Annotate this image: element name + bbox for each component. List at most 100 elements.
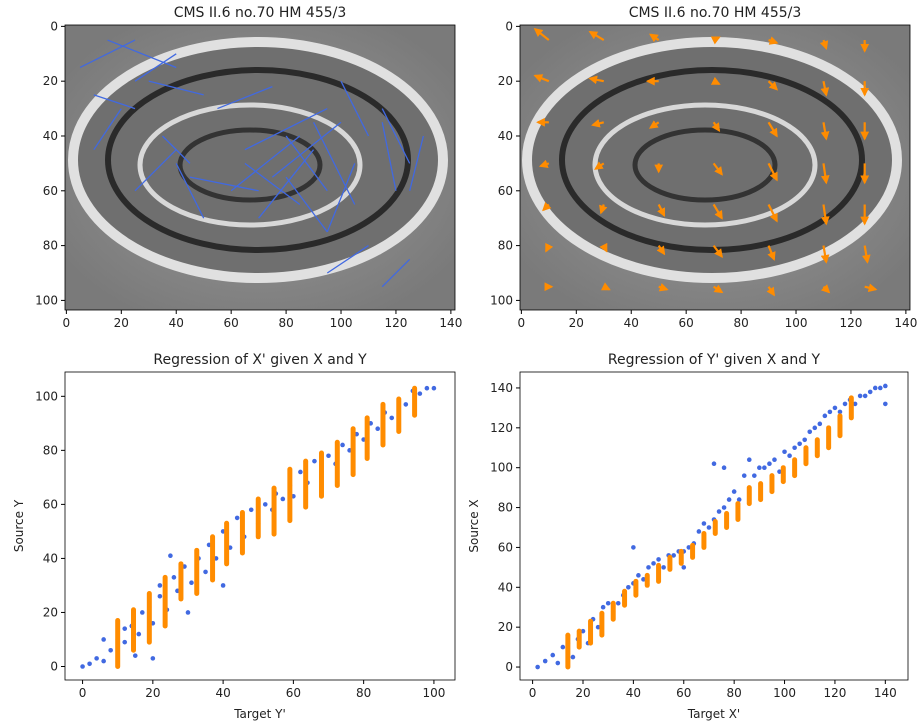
point bbox=[312, 458, 317, 464]
point bbox=[802, 437, 808, 443]
point bbox=[108, 647, 113, 653]
x-tick-label: 140 bbox=[874, 686, 897, 700]
point bbox=[424, 385, 430, 391]
x-tick-label: 0 bbox=[79, 686, 87, 700]
x-tick-label: 60 bbox=[676, 686, 691, 700]
y-tick-label: 80 bbox=[43, 443, 58, 457]
y-axis-label: Source X bbox=[467, 499, 481, 552]
point bbox=[220, 583, 226, 588]
y-tick-label: 0 bbox=[50, 19, 58, 33]
vector-arrow bbox=[710, 36, 721, 45]
y-tick-label: 40 bbox=[43, 129, 58, 143]
vector-line bbox=[285, 135, 328, 192]
vector-arrow bbox=[588, 75, 604, 85]
point bbox=[560, 644, 566, 650]
vector-arrow bbox=[712, 162, 723, 176]
point bbox=[431, 385, 437, 391]
vector-arrow bbox=[768, 36, 779, 45]
axes-frame bbox=[64, 371, 456, 681]
image-background bbox=[65, 25, 910, 310]
point bbox=[94, 656, 99, 661]
point bbox=[696, 529, 702, 534]
axes-frame bbox=[519, 24, 911, 311]
point bbox=[189, 580, 194, 586]
point bbox=[651, 561, 656, 566]
x-tick-label: 140 bbox=[894, 316, 917, 330]
y-tick-label: 40 bbox=[43, 551, 58, 565]
point bbox=[686, 545, 692, 550]
point bbox=[822, 413, 828, 419]
vector-arrow bbox=[820, 245, 830, 264]
x-tick-label: 100 bbox=[773, 686, 796, 700]
x-tick-label: 80 bbox=[356, 686, 371, 700]
point bbox=[631, 545, 636, 550]
x-tick-label: 20 bbox=[569, 316, 584, 330]
x-axis-label: Target X' bbox=[687, 707, 740, 721]
vector-line bbox=[217, 86, 273, 110]
y-tick-label: 80 bbox=[498, 239, 513, 253]
y-tick-label: 120 bbox=[490, 421, 513, 435]
point bbox=[139, 610, 145, 615]
y-tick-label: 60 bbox=[498, 184, 513, 198]
x-tick-label: 120 bbox=[839, 316, 862, 330]
x-tick-label: 0 bbox=[63, 316, 71, 330]
point bbox=[807, 429, 813, 435]
vector-arrow bbox=[767, 204, 778, 223]
point bbox=[701, 521, 707, 526]
vector-line bbox=[189, 176, 259, 192]
point bbox=[101, 658, 106, 664]
point bbox=[646, 565, 651, 570]
vector-arrow bbox=[864, 283, 878, 293]
point bbox=[535, 664, 540, 670]
vector-line bbox=[244, 162, 301, 206]
vector-arrow bbox=[648, 120, 660, 129]
vector-arrow bbox=[767, 121, 778, 138]
vector-arrow bbox=[820, 163, 830, 185]
vector-line bbox=[381, 258, 411, 288]
point bbox=[580, 628, 586, 634]
point bbox=[403, 402, 409, 407]
x-tick-label: 20 bbox=[145, 686, 160, 700]
point bbox=[817, 421, 823, 427]
vector-line bbox=[230, 135, 301, 192]
vector-arrow bbox=[767, 80, 779, 91]
x-axis-label: Target Y' bbox=[233, 707, 286, 721]
x-tick-label: 0 bbox=[529, 686, 537, 700]
point bbox=[605, 600, 611, 606]
point bbox=[248, 507, 254, 513]
vector-line bbox=[162, 135, 191, 164]
vector-line bbox=[175, 163, 205, 219]
point bbox=[706, 525, 712, 530]
y-tick-label: 20 bbox=[498, 620, 513, 634]
point bbox=[792, 445, 797, 451]
point bbox=[681, 565, 687, 570]
point bbox=[857, 393, 863, 399]
point bbox=[656, 557, 661, 562]
point bbox=[883, 383, 888, 389]
point bbox=[797, 441, 802, 447]
vector-line bbox=[93, 108, 122, 151]
vector-arrow bbox=[545, 242, 554, 253]
vector-arrow bbox=[861, 245, 871, 264]
point bbox=[262, 502, 268, 507]
x-tick-label: 80 bbox=[278, 316, 293, 330]
point bbox=[171, 575, 177, 580]
point bbox=[872, 385, 878, 391]
vector-arrow bbox=[767, 245, 776, 261]
vector-line bbox=[409, 135, 425, 191]
vector-arrow bbox=[710, 76, 721, 85]
chart-title: Regression of Y' given X and Y bbox=[608, 352, 821, 368]
point bbox=[852, 401, 858, 407]
point bbox=[782, 449, 787, 455]
point bbox=[80, 664, 85, 669]
point bbox=[615, 600, 621, 606]
y-tick-label: 100 bbox=[35, 389, 58, 403]
point bbox=[883, 401, 888, 407]
point bbox=[772, 457, 777, 463]
x-tick-label: 60 bbox=[224, 316, 239, 330]
vector-arrow bbox=[657, 204, 666, 218]
vector-line bbox=[340, 80, 370, 137]
point bbox=[767, 461, 772, 467]
y-tick-label: 80 bbox=[498, 501, 513, 515]
